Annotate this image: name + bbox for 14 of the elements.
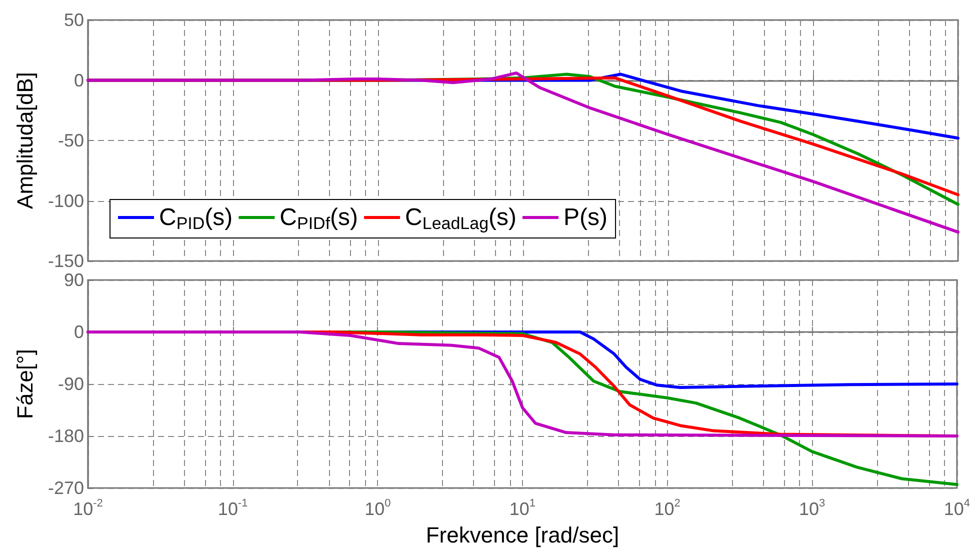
- y-tick-label: 90: [64, 270, 84, 290]
- y-tick-label: 50: [64, 10, 84, 30]
- y-tick-label: 0: [74, 70, 84, 90]
- legend-label: P(s): [564, 204, 608, 231]
- y-axis-title: Fáze[°]: [12, 349, 38, 419]
- y-tick-label: 0: [74, 322, 84, 342]
- x-axis-title: Frekvence [rad/sec]: [426, 522, 620, 548]
- y-tick-label: -100: [48, 190, 84, 211]
- y-tick-label: -50: [58, 130, 84, 150]
- y-tick-label: -270: [48, 478, 84, 498]
- y-axis-title: Amplituda[dB]: [12, 72, 38, 209]
- y-tick-label: -150: [48, 251, 84, 271]
- y-tick-label: -90: [58, 374, 84, 394]
- y-tick-label: -180: [48, 426, 84, 446]
